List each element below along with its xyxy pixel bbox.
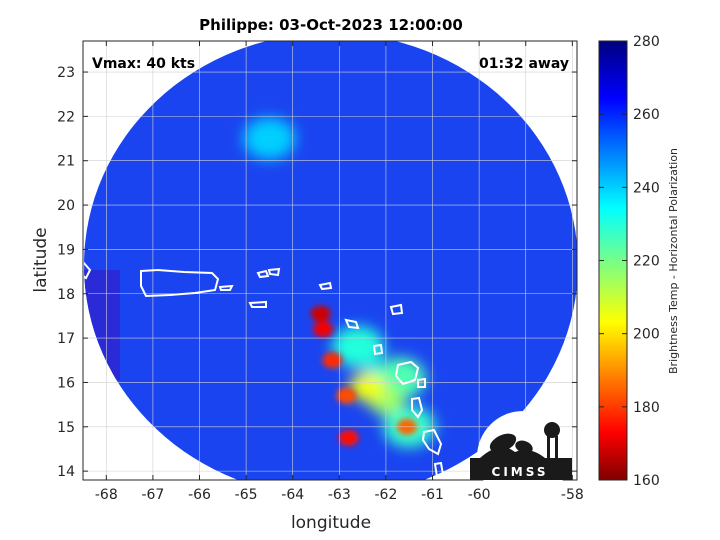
y-tick-label: 15	[57, 420, 75, 436]
x-tick-labels: -68-67-66-65-64-63-62-61-60-59-58	[95, 487, 584, 503]
deep-convection-cores	[310, 305, 417, 446]
logo-water-tower-icon	[544, 422, 560, 438]
x-tick-label: -64	[281, 487, 304, 503]
swath-layer	[84, 41, 577, 480]
coast-montserrat	[372, 343, 384, 356]
coast-martinique	[421, 428, 443, 456]
coast-guadeloupe	[394, 360, 420, 386]
brightness-feature	[349, 372, 386, 402]
x-tick-label: -67	[141, 487, 164, 503]
coast-virgin-islands	[256, 267, 281, 279]
colorbar-tick-label: 240	[633, 180, 660, 196]
coast-st-croix	[248, 300, 267, 308]
colorbar-tick-label: 200	[633, 327, 660, 343]
colorbar-tick-label: 160	[633, 473, 660, 489]
brightness-feature	[338, 429, 359, 446]
logo-satellite-dish-icon	[489, 433, 517, 453]
axes-box	[82, 40, 578, 481]
brightness-feature	[322, 352, 343, 369]
colorbar-tick-label: 280	[633, 34, 660, 50]
x-tick-label: -63	[328, 487, 351, 503]
y-tick-label: 14	[57, 464, 75, 480]
y-tick-label: 19	[57, 242, 75, 258]
coast-anguilla	[318, 281, 333, 291]
colorbar-tick-label: 220	[633, 254, 660, 270]
brightness-feature	[243, 117, 296, 160]
x-tick-label: -58	[561, 487, 584, 503]
brightness-feature	[310, 305, 331, 322]
logo-tower-leg	[547, 436, 550, 458]
coast-st-kitts	[344, 318, 360, 330]
x-tick-label: -65	[235, 487, 258, 503]
grid	[83, 41, 577, 480]
x-tick-label: -62	[374, 487, 397, 503]
x-axis-label: longitude	[291, 513, 371, 533]
brightness-feature	[331, 326, 384, 368]
y-tick-label: 20	[57, 198, 75, 214]
brightness-feature	[313, 321, 334, 338]
y-tick-label: 16	[57, 375, 75, 391]
colorbar-ticks: 160 180 200 220 240 260 280	[599, 34, 660, 489]
x-tick-label: -60	[468, 487, 491, 503]
coastlines	[83, 261, 445, 479]
logo-band	[470, 458, 572, 480]
y-tick-label: 17	[57, 331, 75, 347]
y-axis-label: latitude	[31, 227, 51, 292]
colorbar-tick-label: 180	[633, 400, 660, 416]
x-tick-label: -61	[421, 487, 444, 503]
y-tick-label: 21	[57, 154, 75, 170]
colorbar-tick-label: 260	[633, 107, 660, 123]
colorbar-label: Brightness Temp - Horizontal Polarizatio…	[667, 148, 680, 374]
y-tick-label: 22	[57, 109, 75, 125]
coast-st-lucia	[433, 461, 445, 479]
y-tick-label: 23	[57, 65, 75, 81]
time-away-annotation: 01:32 away	[479, 56, 569, 72]
logo-text: CIMSS	[492, 465, 549, 479]
logo-small-dish-icon	[515, 440, 533, 454]
coast-dominica	[411, 396, 424, 419]
y-tick-label: 18	[57, 287, 75, 303]
brightness-feature	[336, 387, 357, 404]
coast-culebra	[218, 284, 234, 291]
coast-puerto-rico	[140, 268, 220, 298]
vmax-annotation: Vmax: 40 kts	[92, 56, 195, 72]
x-tick-label: -66	[188, 487, 211, 503]
coast-marie-galante	[417, 377, 426, 388]
logo-tower-leg-2	[555, 436, 558, 458]
coast-hispaniola-edge	[83, 261, 92, 280]
cimss-logo: CIMSS	[470, 411, 572, 503]
x-tick-label: -68	[95, 487, 118, 503]
coast-antigua	[389, 303, 404, 316]
swath-background	[84, 41, 577, 480]
chart-title: Philippe: 03-Oct-2023 12:00:00	[199, 16, 463, 34]
y-tick-labels: 14 15 16 17 18 19 20 21 22 23	[57, 65, 75, 480]
